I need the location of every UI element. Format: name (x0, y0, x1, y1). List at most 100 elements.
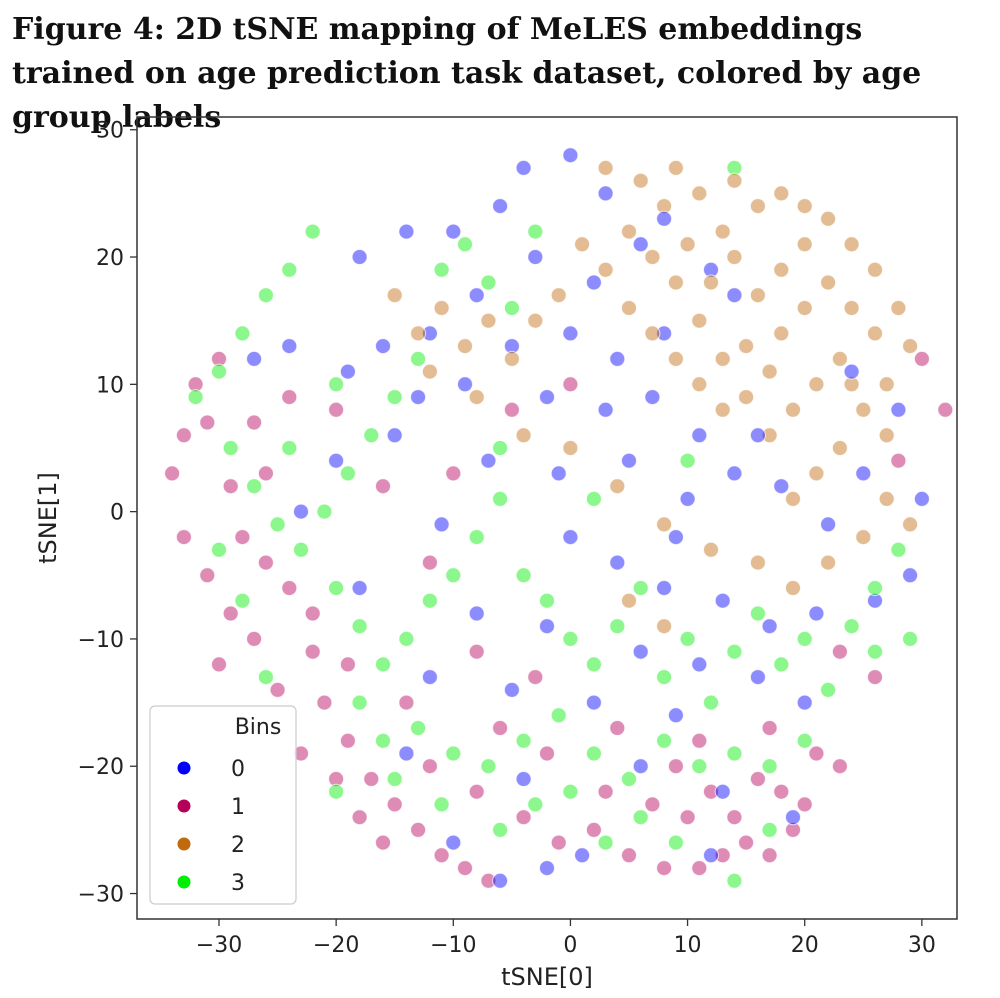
plot-frame (136, 116, 958, 920)
scatter-point-bin-1 (175, 529, 192, 546)
scatter-point-bin-0 (726, 465, 743, 482)
scatter-point-bin-0 (539, 860, 555, 877)
scatter-point-bin-1 (609, 720, 626, 736)
scatter-point-bin-1 (515, 809, 532, 826)
scatter-point-bin-0 (820, 516, 837, 533)
scatter-point-bin-2 (843, 376, 860, 393)
scatter-point-bin-0 (867, 592, 883, 609)
scatter-point-bin-2 (820, 274, 837, 291)
scatter-point-bin-0 (375, 338, 391, 355)
scatter-point-bin-0 (597, 401, 614, 418)
legend-marker-bin-0 (176, 760, 192, 776)
scatter-point-bin-1 (785, 821, 801, 838)
scatter-point-bin-0 (749, 669, 766, 686)
scatter-point-bin-2 (785, 580, 801, 596)
y-tick-label: 20 (96, 246, 124, 271)
scatter-point-bin-0 (902, 567, 919, 584)
scatter-point-bin-3 (726, 745, 743, 762)
scatter-point-bin-3 (281, 261, 298, 278)
scatter-point-bin-1 (738, 834, 755, 851)
scatter-point-bin-0 (398, 223, 415, 240)
scatter-point-bin-1 (386, 796, 403, 813)
scatter-point-bin-3 (562, 783, 579, 800)
scatter-point-bin-0 (703, 261, 719, 278)
scatter-point-bin-3 (222, 440, 239, 456)
scatter-point-bin-0 (246, 350, 263, 367)
legend-box (149, 705, 297, 905)
scatter-point-bin-3 (527, 796, 544, 813)
x-tick-label: 30 (908, 933, 936, 958)
scatter-point-bin-2 (738, 389, 755, 406)
scatter-point-bin-2 (667, 159, 684, 176)
scatter-point-bin-3 (679, 630, 696, 647)
scatter-point-bin-0 (515, 771, 532, 787)
scatter-point-bin-0 (585, 274, 602, 291)
scatter-point-bin-1 (211, 656, 227, 673)
legend-marker-bin-3 (176, 874, 192, 890)
scatter-point-bin-0 (796, 694, 813, 711)
scatter-point-bin-3 (293, 541, 309, 558)
scatter-point-bin-1 (410, 821, 427, 838)
scatter-point-bin-0 (562, 529, 579, 546)
scatter-point-bin-1 (269, 681, 286, 698)
scatter-point-bin-1 (667, 758, 684, 775)
scatter-point-bin-2 (644, 325, 661, 342)
x-tick-label: 0 (563, 933, 577, 958)
scatter-point-bin-3 (773, 656, 790, 673)
scatter-point-bin-2 (621, 300, 637, 316)
scatter-point-bin-2 (820, 210, 837, 227)
scatter-point-bin-2 (867, 325, 883, 342)
scatter-point-bin-3 (433, 261, 450, 278)
x-tick-label: 10 (674, 933, 702, 958)
scatter-point-bin-2 (843, 236, 860, 253)
scatter-point-bin-1 (328, 771, 345, 787)
scatter-point-bin-1 (316, 694, 333, 711)
scatter-point-bin-1 (585, 821, 602, 838)
scatter-point-bin-3 (468, 529, 485, 546)
scatter-point-bin-2 (562, 440, 579, 456)
scatter-point-bin-0 (445, 223, 462, 240)
scatter-point-bin-2 (773, 261, 790, 278)
scatter-point-bin-2 (855, 529, 872, 546)
y-tick-label: 0 (110, 501, 124, 526)
scatter-point-bin-1 (164, 465, 181, 482)
scatter-point-bin-1 (199, 567, 216, 584)
y-tick-label: −10 (78, 628, 124, 653)
scatter-point-bin-0 (550, 465, 567, 482)
scatter-point-bin-1 (211, 350, 227, 367)
scatter-point-bin-0 (714, 592, 731, 609)
scatter-point-bin-2 (691, 312, 708, 329)
scatter-point-bin-1 (304, 643, 321, 660)
scatter-point-bin-1 (375, 834, 391, 851)
scatter-point-bin-0 (656, 580, 673, 596)
scatter-point-bin-2 (714, 350, 731, 367)
scatter-point-bin-3 (386, 771, 403, 787)
scatter-point-bin-2 (796, 236, 813, 253)
scatter-point-bin-0 (667, 707, 684, 724)
scatter-point-bin-3 (211, 541, 227, 558)
scatter-point-bin-2 (621, 223, 637, 240)
scatter-point-bin-0 (761, 618, 778, 635)
scatter-point-bin-3 (632, 580, 649, 596)
scatter-point-bin-0 (328, 452, 345, 469)
scatter-point-bin-3 (585, 490, 602, 507)
scatter-point-bin-2 (843, 300, 860, 316)
scatter-point-bin-0 (468, 605, 485, 622)
scatter-point-bin-1 (656, 860, 673, 877)
scatter-point-bin-1 (714, 847, 731, 864)
scatter-point-bin-0 (503, 338, 520, 355)
scatter-point-bin-0 (515, 159, 532, 176)
scatter-point-bin-3 (667, 834, 684, 851)
scatter-point-bin-3 (480, 274, 497, 291)
scatter-point-bin-3 (550, 707, 567, 724)
scatter-point-bin-3 (492, 440, 509, 456)
scatter-point-bin-3 (515, 567, 532, 584)
y-tick-label: −20 (78, 755, 124, 780)
legend-label-bin-3: 3 (231, 871, 245, 896)
scatter-point-bin-2 (855, 401, 872, 418)
scatter-point-bin-3 (539, 592, 555, 609)
scatter-point-bin-2 (820, 554, 837, 571)
scatter-point-bin-3 (410, 720, 427, 736)
scatter-point-bin-3 (609, 618, 626, 635)
